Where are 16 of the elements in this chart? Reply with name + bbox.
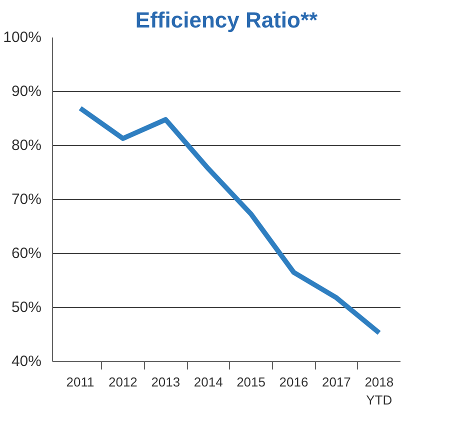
y-tick-label: 40% [11,353,42,370]
y-tick-label: 80% [11,137,42,154]
y-tick-label: 50% [11,299,42,316]
x-tick-label: 2018 YTD [364,374,394,408]
x-tick-label: 2013 [151,374,180,390]
x-tick-label: 2016 [279,374,308,390]
y-tick-label: 100% [3,29,42,46]
y-tick-label: 60% [11,245,42,262]
x-tick-label: 2014 [194,374,223,390]
y-tick-label: 70% [11,191,42,208]
x-tick-label: 2017 [322,374,351,390]
y-tick-label: 90% [11,83,42,100]
x-tick-label: 2012 [108,374,138,390]
x-tick-label: 2015 [236,374,266,390]
x-tick-label: 2011 [66,374,94,390]
chart-title: Efficiency Ratio** [135,8,318,32]
